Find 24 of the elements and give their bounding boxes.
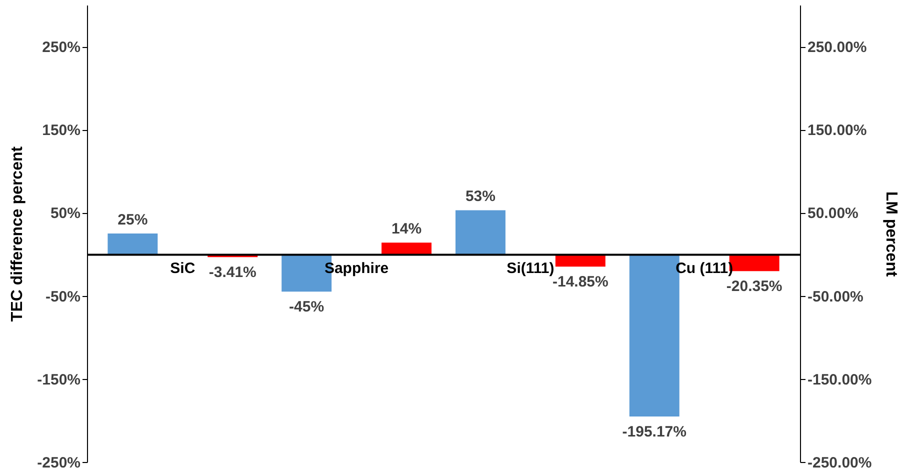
y-tick-label: -250%	[37, 454, 80, 472]
data-label: -45%	[289, 298, 324, 316]
y2-tick-label: 150.00%	[808, 122, 867, 140]
data-label: 14%	[392, 220, 422, 238]
data-label: 53%	[465, 188, 496, 206]
data-label: -3.41%	[208, 264, 256, 282]
data-label: 25%	[118, 212, 148, 228]
x-tick-label: SiC	[170, 260, 196, 277]
x-tick-label: Si(111)	[506, 260, 554, 277]
y2-tick-label: 50.00%	[808, 205, 858, 222]
data-label: -14.85%	[552, 274, 608, 291]
y2-tick-label: -250.00%	[808, 454, 872, 472]
y2-tick-label: -50.00%	[808, 288, 864, 306]
y-tick-label: 50%	[50, 205, 80, 222]
y-tick-label: -50%	[45, 288, 80, 306]
y2-tick-label: 250.00%	[808, 39, 867, 56]
y2-tick-label: -150.00%	[808, 371, 872, 388]
y-tick-label: 250%	[42, 39, 80, 56]
data-label: -20.35%	[726, 278, 782, 296]
y-tick-label: 150%	[42, 122, 80, 140]
y2-axis-title: LM percent	[882, 191, 900, 278]
y-tick-label: -150%	[37, 371, 80, 388]
y-axis-title: TEC difference percent	[9, 146, 26, 322]
data-label: -195.17%	[622, 423, 686, 440]
